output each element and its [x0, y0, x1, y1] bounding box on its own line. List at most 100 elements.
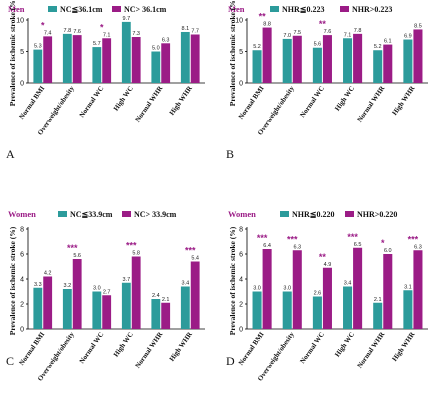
x-tick-label: High WHR [391, 330, 418, 363]
x-tick-label: Normal WHR [134, 330, 165, 370]
significance-star: ** [319, 252, 327, 262]
bar [131, 37, 141, 83]
bar-value-label: 7.1 [103, 32, 111, 38]
bar-value-label: 7.8 [354, 28, 362, 34]
legend-entry: NHR≦0.223 [282, 5, 324, 14]
x-tick-label: High WHR [391, 84, 418, 117]
y-tick-label: 4 [239, 277, 243, 284]
legend-swatch [280, 211, 289, 217]
x-tick-label: Normal WC [78, 85, 106, 120]
significance-star: *** [408, 234, 419, 244]
bar [252, 291, 262, 329]
legend-entry: NHR>0.223 [352, 5, 392, 14]
bar-value-label: 7.5 [293, 30, 301, 36]
chart-panel-c: Women NC≦33.9cm NC> 33.9cm 0 2 4 6 8Prevalence … [6, 209, 205, 383]
bar-value-label: 7.4 [44, 30, 52, 36]
x-tick-label: Normal BMI [237, 330, 266, 367]
x-tick-label: High WC [333, 331, 356, 359]
bar-value-label: 8.8 [263, 22, 271, 28]
legend-entry: NC> 36.1cm [124, 5, 167, 14]
bar [62, 289, 72, 329]
bar [383, 254, 393, 329]
significance-star: *** [287, 234, 298, 244]
bar-value-label: 6.3 [414, 244, 422, 250]
x-tick-label: Normal WHR [134, 84, 165, 124]
y-axis-label: Prevalence of ischemic stroke (%) [228, 226, 237, 335]
y-tick-label: 8 [239, 227, 243, 234]
bar [102, 38, 112, 83]
bar-value-label: 6.1 [384, 39, 392, 45]
x-tick-label: Normal WC [298, 85, 326, 120]
x-tick-label: Normal BMI [18, 330, 47, 367]
x-tick-label: Normal BMI [18, 84, 47, 121]
legend-entry: NC> 33.9cm [134, 210, 177, 219]
legend-swatch [122, 211, 131, 217]
bar [353, 33, 363, 83]
bar [190, 34, 200, 83]
bar-value-label: 7.1 [344, 32, 352, 38]
legend-sex-label: Men [228, 4, 245, 14]
bar-value-label: 6.3 [293, 244, 301, 250]
bar [151, 51, 161, 83]
bar [292, 250, 302, 329]
y-tick-label: 2 [239, 302, 243, 309]
bar-value-label: 6.9 [404, 34, 412, 40]
bar-value-label: 7.7 [191, 28, 199, 34]
bar [383, 44, 393, 83]
bar [252, 50, 262, 83]
bar-value-label: 6.4 [263, 243, 271, 249]
bar [72, 35, 82, 83]
bar-value-label: 5.4 [191, 256, 199, 262]
bar-value-label: 7.3 [132, 31, 140, 37]
bar-value-label: 2.1 [374, 297, 382, 303]
x-tick-label: High WC [112, 331, 135, 359]
panel-letter: B [226, 147, 234, 161]
bar [43, 276, 53, 329]
bar-value-label: 6.5 [354, 242, 362, 248]
bar [353, 247, 363, 329]
bar [282, 291, 292, 329]
bar [43, 36, 53, 83]
legend-swatch [270, 6, 279, 12]
legend-swatch [340, 6, 349, 12]
bar-value-label: 3.0 [283, 286, 291, 292]
y-tick-label: 8 [20, 227, 24, 234]
bar [92, 47, 102, 83]
bar-value-label: 3.2 [63, 283, 71, 289]
bar [262, 27, 272, 84]
bar-value-label: 7.8 [63, 28, 71, 34]
bar [151, 299, 161, 329]
bar [33, 49, 43, 83]
bar [373, 50, 383, 83]
bar-value-label: 7.6 [73, 29, 81, 35]
significance-star: *** [126, 241, 137, 251]
bar [413, 250, 423, 329]
significance-star: ** [319, 19, 327, 29]
bar-value-label: 2.6 [314, 291, 322, 297]
y-tick-label: 0 [239, 327, 243, 334]
panel-letter: A [6, 147, 15, 161]
legend-entry: NHR≦0.220 [292, 210, 334, 219]
bar-value-label: 3.0 [93, 286, 101, 292]
bar-value-label: 4.2 [44, 271, 52, 277]
significance-star: *** [185, 246, 196, 256]
bar [190, 261, 200, 329]
bar [102, 295, 112, 329]
bar [161, 43, 171, 83]
bar-value-label: 3.0 [253, 286, 261, 292]
bar-value-label: 5.8 [132, 251, 140, 257]
bar-value-label: 5.6 [73, 253, 81, 259]
bar [312, 296, 322, 329]
bar [180, 31, 190, 83]
bar [121, 282, 131, 329]
bar-value-label: 3.1 [404, 284, 412, 290]
y-tick-label: 0 [20, 81, 24, 88]
bar [282, 38, 292, 83]
x-tick-label: Normal WHR [356, 84, 387, 124]
bar [343, 286, 353, 329]
bar [33, 287, 43, 329]
bar [403, 290, 413, 329]
bar-value-label: 9.7 [122, 16, 130, 22]
